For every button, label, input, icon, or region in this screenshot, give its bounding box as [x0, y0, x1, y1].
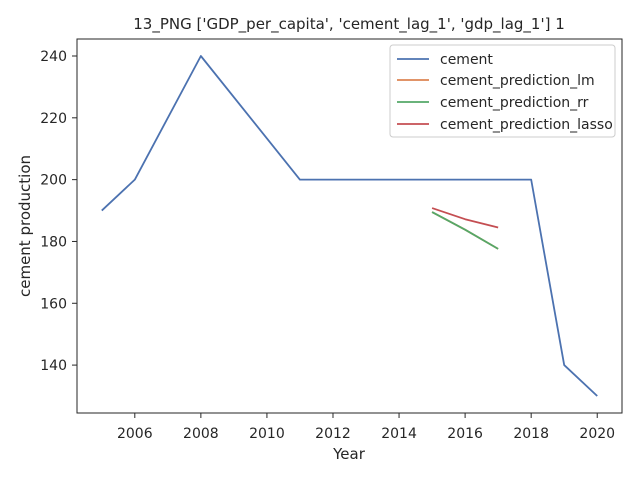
series-line-cement-prediction-lasso	[431, 207, 499, 229]
y-tick-label: 220	[40, 111, 67, 127]
y-tick-label: 160	[40, 296, 67, 312]
series-line-cement-prediction-rr	[431, 211, 499, 250]
y-axis-ticks: 140 160 180 200 220 240	[40, 49, 77, 374]
x-tick-label: 2018	[513, 426, 549, 442]
legend: cement cement_prediction_lm cement_predi…	[389, 44, 616, 138]
x-tick-label: 2020	[579, 426, 615, 442]
legend-box	[389, 44, 616, 138]
y-tick-label: 200	[40, 173, 67, 189]
legend-label: cement_prediction_lm	[440, 73, 595, 89]
legend-entry-cement-prediction-lm: cement_prediction_lm	[397, 73, 595, 89]
plot-area-frame	[76, 38, 623, 414]
legend-entry-cement-prediction-lasso: cement_prediction_lasso	[397, 117, 613, 133]
plot-lines	[101, 55, 598, 397]
x-tick-label: 2014	[381, 426, 417, 442]
x-tick-label: 2008	[183, 426, 219, 442]
legend-label: cement_prediction_lasso	[440, 117, 613, 133]
legend-label: cement	[440, 52, 493, 68]
x-tick-label: 2012	[315, 426, 351, 442]
y-tick-label: 240	[40, 49, 67, 65]
legend-entry-cement-prediction-rr: cement_prediction_rr	[397, 95, 589, 111]
x-tick-label: 2010	[249, 426, 285, 442]
x-tick-label: 2006	[117, 426, 153, 442]
legend-entry-cement: cement	[397, 52, 493, 68]
chart-title: 13_PNG ['GDP_per_capita', 'cement_lag_1'…	[133, 15, 565, 34]
series-line-cement	[101, 55, 598, 397]
y-tick-label: 180	[40, 234, 67, 250]
x-tick-label: 2016	[447, 426, 483, 442]
x-axis-label: Year	[332, 445, 366, 463]
y-axis-label: cement production	[16, 155, 34, 297]
y-tick-label: 140	[40, 358, 67, 374]
legend-label: cement_prediction_rr	[440, 95, 589, 111]
x-axis-ticks: 2006 2008 2010 2012 2014 2016 2018 2020	[117, 413, 615, 442]
